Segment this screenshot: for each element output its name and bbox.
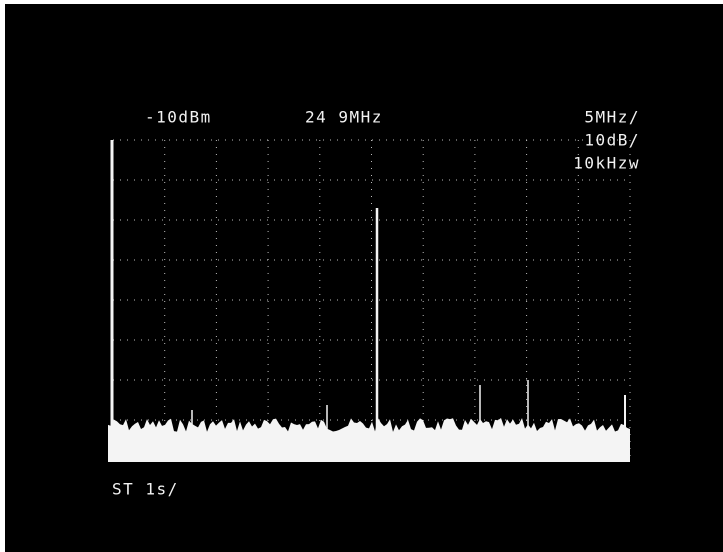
reference-level: -10dBm <box>145 108 212 127</box>
center-frequency: 24 9MHz <box>305 108 383 127</box>
sweep-time: ST 1s/ <box>112 480 179 499</box>
noise-floor <box>108 418 630 462</box>
span-per-division: 5MHz/ <box>584 108 640 127</box>
resolution-bandwidth: 10kHzw <box>573 154 640 173</box>
scale-per-division: 10dB/ <box>584 131 640 150</box>
spectrum-trace <box>108 140 630 462</box>
